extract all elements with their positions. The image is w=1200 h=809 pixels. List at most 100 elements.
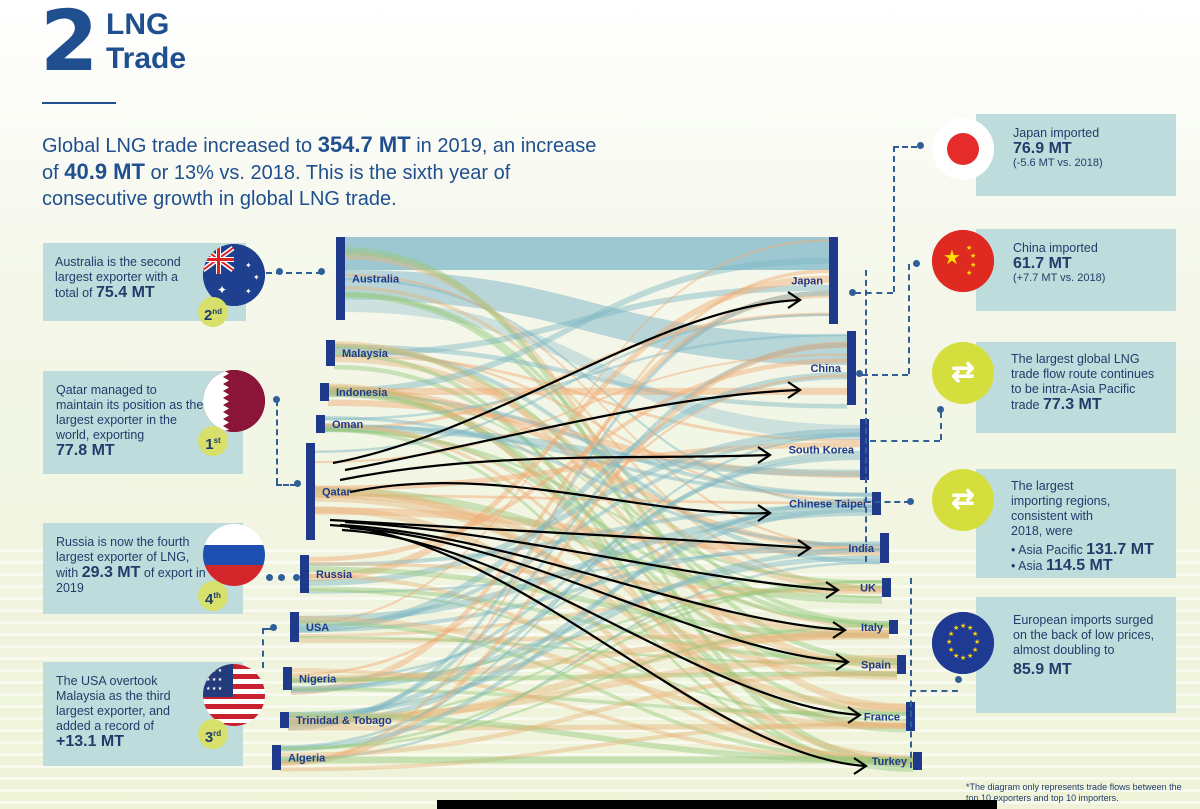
svg-text:✦: ✦	[217, 283, 227, 297]
connector-dot	[270, 624, 277, 631]
flow-band	[291, 555, 880, 692]
exporter-node-malaysia	[326, 340, 335, 366]
svg-text:★: ★	[960, 654, 966, 662]
sankey-flows	[280, 237, 913, 772]
connector-dot	[856, 370, 863, 377]
hand-drawn-arrow	[329, 518, 811, 550]
svg-text:✦: ✦	[245, 261, 252, 270]
connector-dot	[294, 480, 301, 487]
europe-card: European imports surged on the back of l…	[976, 597, 1176, 713]
importer-label: India	[848, 543, 875, 555]
importer-node-china	[847, 331, 856, 405]
usa-connector-h	[262, 628, 274, 630]
importer-node-india	[880, 533, 889, 563]
svg-text:★: ★	[960, 622, 966, 630]
importer-label: China	[810, 363, 841, 375]
svg-text:✦: ✦	[245, 287, 252, 296]
svg-text:★: ★	[974, 638, 980, 646]
bottom-redaction-bar	[437, 800, 997, 809]
exporter-label: Indonesia	[336, 387, 388, 399]
arrowhead	[787, 381, 802, 399]
regions-bracket	[865, 270, 867, 562]
route-connector-h	[870, 440, 940, 442]
svg-text:★: ★	[970, 252, 976, 260]
japan-card: Japan imported 76.9 MT (-5.6 MT vs. 2018…	[976, 114, 1176, 196]
china-card: China imported 61.7 MT (+7.7 MT vs. 2018…	[976, 229, 1176, 311]
sankey-labels: Australia Malaysia Indonesia Oman Qatar Russi…	[288, 274, 908, 769]
flow-band	[314, 485, 906, 713]
exporter-node-trinidad-tobago	[280, 712, 289, 728]
arrowhead	[757, 504, 772, 522]
flow-band-australia-china	[344, 270, 847, 365]
flow-band	[334, 284, 829, 357]
asia-pacific-value: 131.7 MT	[1086, 541, 1154, 558]
arrowhead	[832, 621, 847, 639]
japan-flag-icon	[932, 118, 994, 180]
flow-band	[298, 508, 872, 623]
exporter-node-algeria	[272, 745, 281, 770]
flow-band	[288, 723, 906, 731]
svg-text:★: ★	[953, 624, 959, 632]
flow-band	[298, 633, 889, 643]
flow-band-australia-korea	[344, 300, 860, 440]
hand-drawn-arrows	[329, 291, 868, 775]
importer-node-turkey	[913, 752, 922, 770]
flow-band	[328, 387, 847, 396]
connector-dot	[907, 498, 914, 505]
europe-bracket	[910, 578, 912, 768]
flow-band	[291, 585, 882, 684]
importer-label: France	[864, 712, 900, 724]
flow-band	[314, 495, 897, 680]
flow-band	[328, 257, 829, 395]
intro-paragraph: Global LNG trade increased to 354.7 MT i…	[42, 132, 597, 210]
flow-band	[334, 354, 860, 443]
arrowhead	[757, 446, 772, 464]
flow-band	[291, 632, 889, 683]
exporter-node-nigeria	[283, 667, 292, 690]
connector-dot	[278, 574, 285, 581]
australia-connector	[266, 272, 322, 274]
flow-band	[291, 687, 906, 716]
exporter-node-australia	[336, 237, 345, 320]
flow-band	[288, 629, 889, 727]
flow-band	[324, 424, 860, 477]
svg-text:★: ★	[946, 638, 952, 646]
swap-arrows-icon: ⇄	[932, 342, 994, 404]
route-value: 77.3 MT	[1042, 396, 1102, 413]
exporter-label: Algeria	[288, 753, 326, 765]
flow-band	[328, 386, 880, 551]
connector-dot	[266, 574, 273, 581]
header-divider	[42, 102, 116, 104]
svg-text:★: ★	[966, 244, 972, 252]
flow-band	[324, 333, 847, 421]
flow-band	[334, 355, 882, 593]
swap-arrows-icon: ⇄	[932, 469, 994, 531]
exporter-label: Malaysia	[342, 348, 389, 360]
svg-text:★: ★	[972, 630, 978, 638]
arrowhead	[835, 653, 850, 671]
japan-connector-b	[855, 292, 893, 294]
qatar-flag-icon	[203, 370, 265, 432]
importer-node-spain	[897, 655, 906, 674]
flow-band	[298, 636, 897, 666]
svg-text:★ ★ ★: ★ ★ ★	[206, 668, 223, 674]
svg-text:★ ★ ★: ★ ★ ★	[206, 686, 223, 692]
exporter-label: Russia	[316, 569, 353, 581]
russia-flag-icon	[203, 524, 265, 586]
section-title-line1: LNG	[106, 8, 170, 41]
exporter-label: USA	[306, 622, 329, 634]
flow-band	[298, 371, 847, 634]
china-connector-b	[862, 374, 908, 376]
flow-band	[288, 655, 897, 722]
flow-band	[298, 616, 906, 729]
qatar-connector	[276, 400, 278, 484]
flow-band	[314, 494, 872, 505]
exporter-label: Nigeria	[299, 674, 337, 686]
flow-band	[324, 416, 880, 548]
flow-band	[298, 432, 860, 629]
connector-dot	[917, 142, 924, 149]
flow-band	[308, 573, 913, 761]
japan-import-value: 76.9 MT	[1013, 140, 1072, 157]
china-flag-icon: ★ ★ ★ ★ ★	[932, 230, 994, 292]
